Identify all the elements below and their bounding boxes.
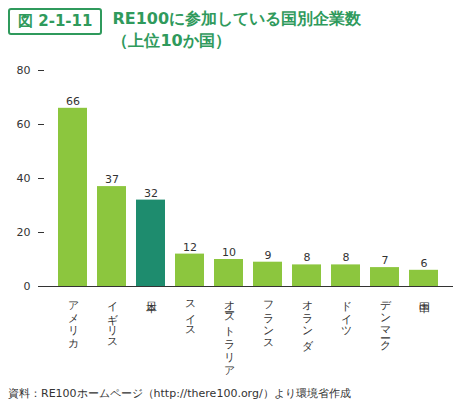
html-text:中国: 中国 — [417, 292, 431, 293]
html-text:RE100に参加している国別企業数: RE100に参加している国別企業数 — [112, 9, 362, 28]
svg-text:12: 12 — [183, 241, 197, 254]
svg-text:イギリス: イギリス — [106, 293, 119, 346]
svg-text:スイス: スイス — [184, 293, 197, 334]
svg-text:37: 37 — [105, 173, 119, 186]
svg-text:ドイツ: ドイツ — [340, 293, 353, 335]
html-text:図 2-1-11: 図 2-1-11 — [18, 12, 93, 30]
svg-text:オランダ: オランダ — [301, 293, 314, 352]
svg-text:8: 8 — [343, 251, 350, 264]
svg-text:オーストラリア: オーストラリア — [223, 293, 236, 375]
svg-text:66: 66 — [66, 95, 80, 108]
svg-text:アメリカ: アメリカ — [67, 293, 80, 349]
svg-text:中国: 中国 — [421, 302, 431, 314]
html-text:資料：RE100ホームページ（http://there100: 資料：RE100ホームページ（http://there100.org/）より環境… — [8, 387, 351, 400]
svg-text:日本: 日本 — [147, 301, 158, 314]
svg-text:40: 40 — [17, 172, 31, 185]
html-text:日本: 日本 — [144, 292, 158, 293]
svg-text:7: 7 — [382, 254, 389, 267]
html-text:（上位10か国）: （上位10か国） — [112, 31, 231, 50]
svg-text:60: 60 — [17, 118, 31, 131]
svg-text:80: 80 — [17, 64, 31, 77]
svg-text:10: 10 — [222, 246, 236, 259]
svg-text:0: 0 — [24, 280, 31, 293]
svg-text:32: 32 — [144, 187, 158, 200]
svg-text:フランス: フランス — [262, 293, 275, 347]
svg-text:6: 6 — [421, 257, 428, 270]
svg-text:デンマーク: デンマーク — [379, 293, 392, 351]
svg-text:8: 8 — [304, 251, 311, 264]
svg-text:9: 9 — [265, 249, 272, 262]
svg-text:20: 20 — [17, 226, 31, 239]
